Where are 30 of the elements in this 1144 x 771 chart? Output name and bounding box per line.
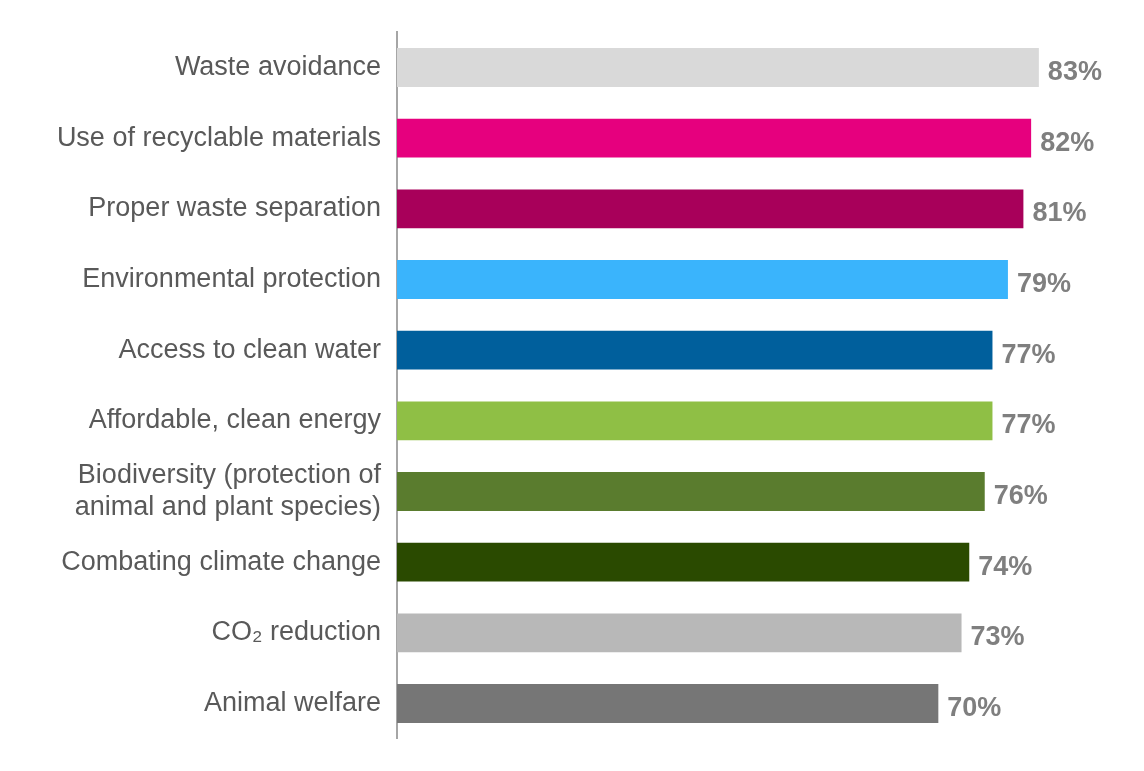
bar	[397, 189, 1024, 229]
y-tick-label: Biodiversity (protection of animal and plant species)	[74, 458, 382, 522]
y-tick-label: Animal welfare	[203, 686, 381, 717]
data-label: 83%	[1047, 55, 1102, 86]
bar	[397, 260, 1008, 299]
bar	[397, 684, 939, 723]
y-tick-label: Use of recyclable materials	[56, 121, 381, 152]
data-label: 76%	[993, 479, 1048, 510]
data-label: 73%	[970, 621, 1025, 652]
y-tick-label: Waste avoidance	[174, 50, 381, 81]
bar	[397, 542, 970, 582]
y-tick-label: Affordable, clean energy	[88, 404, 382, 435]
data-label: 82%	[1040, 126, 1095, 157]
bar	[397, 330, 993, 370]
data-label: 74%	[978, 550, 1033, 581]
bar	[397, 613, 962, 653]
bar	[397, 401, 993, 441]
data-label: 77%	[1001, 409, 1056, 440]
data-label: 81%	[1032, 197, 1087, 228]
bar	[397, 48, 1039, 87]
y-tick-label: Environmental protection	[82, 262, 381, 293]
y-tick-label: CO₂ reduction	[211, 616, 381, 647]
y-tick-label: Access to clean water	[118, 333, 381, 364]
data-label: 79%	[1016, 267, 1071, 298]
data-label: 77%	[1001, 338, 1056, 369]
bar	[397, 118, 1032, 158]
y-tick-label: Combating climate change	[61, 545, 381, 576]
data-label: 70%	[947, 691, 1002, 722]
y-tick-label: Proper waste separation	[88, 192, 381, 223]
bar	[397, 472, 985, 511]
